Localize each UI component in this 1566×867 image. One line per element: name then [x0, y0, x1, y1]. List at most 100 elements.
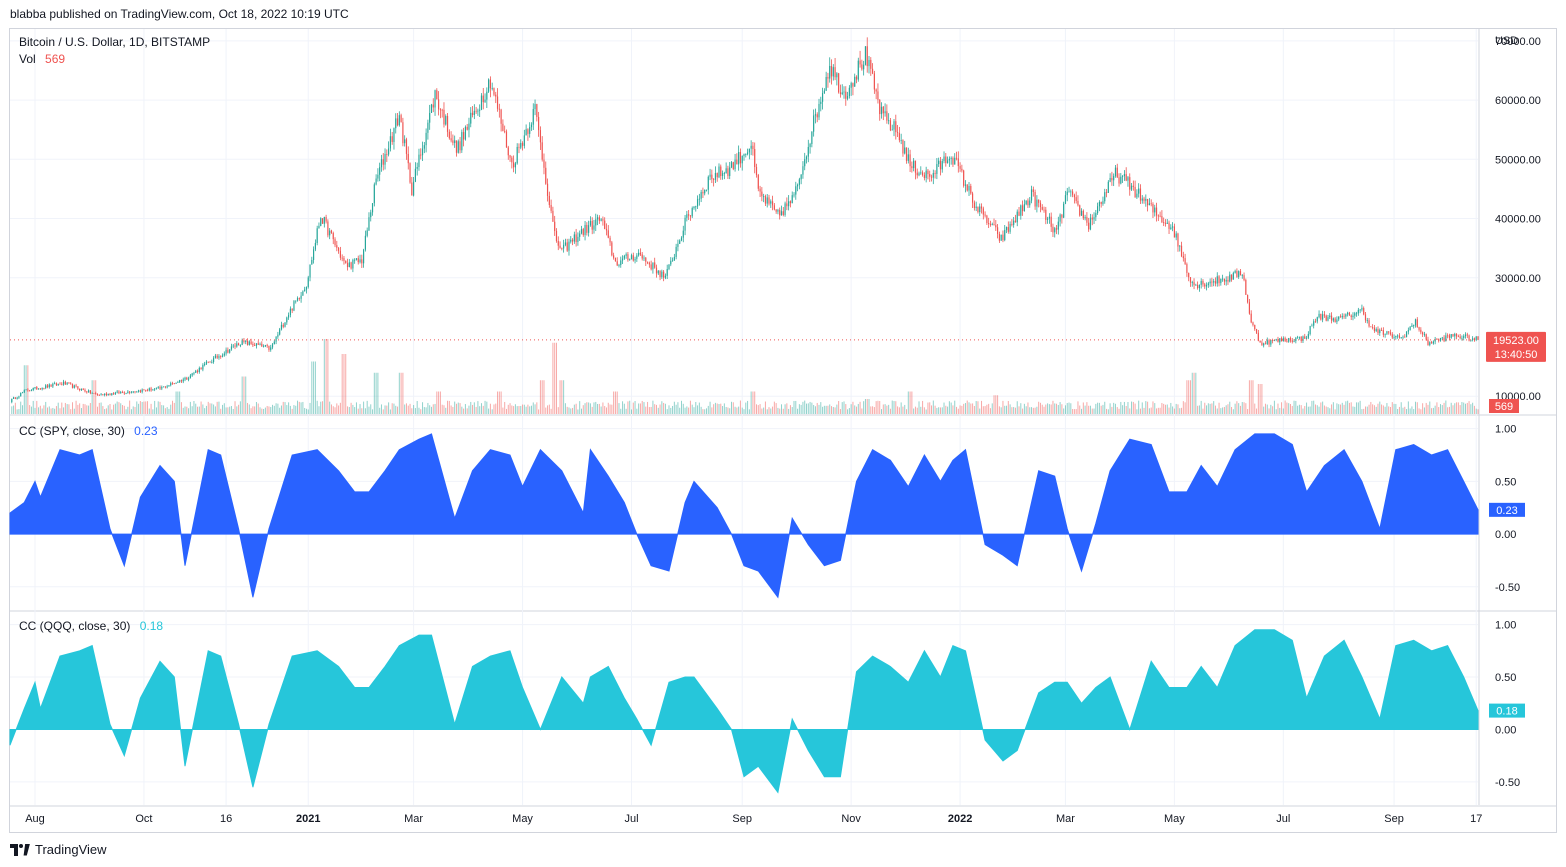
volume-bar [1093, 408, 1095, 414]
volume-bar [1439, 404, 1441, 414]
volume-bar [1366, 406, 1368, 414]
volume-bar [1161, 402, 1163, 414]
volume-bar [752, 391, 754, 414]
volume-bar [489, 403, 491, 414]
candle-body [1209, 281, 1211, 284]
candle-body [871, 68, 874, 74]
candle-body [1191, 282, 1193, 283]
volume-bar [695, 401, 697, 414]
volume-bar [666, 409, 668, 414]
volume-bar [559, 380, 561, 414]
candle-body [775, 209, 777, 212]
candle-body [629, 259, 631, 261]
volume-bar [1039, 402, 1041, 414]
volume-bar [859, 401, 861, 414]
volume-bar [595, 401, 597, 414]
volume-bar [509, 403, 511, 414]
volume-bar [1327, 407, 1329, 414]
volume-bar [491, 409, 493, 414]
volume-bar [211, 403, 213, 414]
volume-bar [1298, 404, 1300, 414]
volume-bar [1009, 404, 1011, 414]
volume-bar [745, 402, 747, 414]
volume-bar [620, 408, 622, 414]
volume-bar [363, 401, 365, 414]
volume-bar [1152, 401, 1154, 414]
candle-body [1316, 317, 1318, 322]
symbol-title[interactable]: Bitcoin / U.S. Dollar, 1D, BITSTAMP [19, 35, 211, 49]
volume-bar [1061, 404, 1063, 414]
candle-body [296, 298, 299, 301]
candle-body [1304, 336, 1306, 339]
volume-bar [1402, 407, 1404, 414]
volume-bar [909, 391, 911, 414]
candle-body [807, 146, 809, 157]
candle-body [284, 322, 286, 327]
candle-body [886, 111, 888, 121]
candle-body [189, 375, 191, 379]
volume-bar [1320, 402, 1322, 414]
candle-body [1334, 318, 1336, 323]
volume-bar [1170, 402, 1172, 414]
candle-body [880, 106, 883, 115]
candle-body [1257, 332, 1259, 341]
volume-bar [259, 407, 261, 414]
candle-body [605, 228, 608, 231]
volume-bar [1138, 400, 1140, 414]
volume-bar [566, 406, 568, 414]
volume-bar [1384, 406, 1386, 414]
volume-bar [48, 406, 50, 414]
candle-body [848, 87, 850, 97]
candle-body [1416, 319, 1418, 328]
volume-bar [1018, 406, 1020, 414]
volume-bar [91, 380, 93, 414]
candle-body [413, 181, 415, 196]
candle-body [1464, 334, 1467, 337]
candle-body [839, 92, 842, 95]
volume-bar [1429, 401, 1431, 414]
candle-body [1170, 227, 1172, 229]
volume-bar [722, 406, 724, 414]
candle-body [1350, 315, 1352, 318]
candle-body [782, 211, 784, 215]
candle-body [62, 381, 65, 385]
volume-bar [1252, 380, 1254, 414]
candle-body [1004, 229, 1006, 241]
candle-body [959, 166, 961, 169]
cc-spy-title[interactable]: CC (SPY, close, 30) [19, 424, 125, 438]
candle-body [321, 218, 324, 224]
candle-body [43, 388, 45, 389]
volume-bar [609, 404, 611, 414]
candle-body [287, 315, 290, 318]
candle-body [1255, 329, 1258, 333]
candle-body [232, 345, 234, 347]
candle-body [595, 219, 597, 226]
volume-bar [1270, 404, 1272, 414]
candle-body [700, 192, 702, 199]
footer-brand[interactable]: TradingView [10, 842, 107, 857]
volume-bar [968, 402, 970, 414]
volume-bar [436, 391, 438, 414]
volume-bar [1104, 401, 1106, 414]
volume-bar [911, 391, 913, 414]
cc-qqq-title[interactable]: CC (QQQ, close, 30) [19, 619, 131, 633]
volume-bar [205, 405, 207, 414]
candle-body [1079, 205, 1081, 216]
candle-body [473, 110, 475, 116]
candle-body [970, 186, 972, 194]
volume-bar [1141, 402, 1143, 414]
candle-body [475, 110, 477, 112]
candle-body [921, 172, 924, 175]
volume-bar [1379, 401, 1381, 414]
candle-body [100, 394, 102, 396]
candle-body [604, 220, 606, 229]
candle-body [1032, 189, 1034, 193]
volume-bar [288, 402, 290, 414]
volume-bar [1223, 406, 1225, 414]
candle-body [1052, 226, 1054, 233]
candle-body [513, 162, 515, 168]
volume-bar [713, 404, 715, 414]
candle-body [30, 390, 33, 391]
volume-bar [247, 402, 249, 414]
